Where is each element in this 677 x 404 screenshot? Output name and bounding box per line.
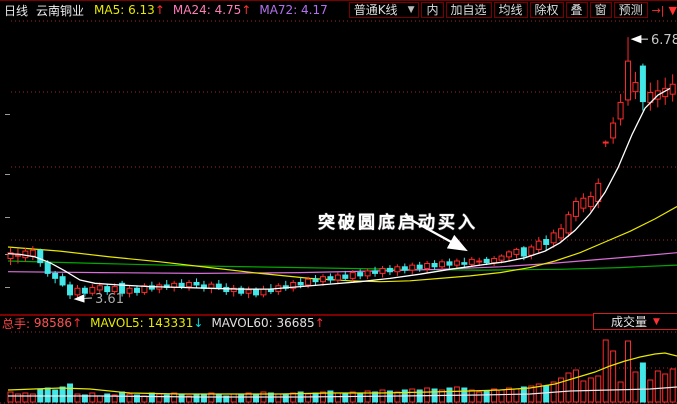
kline-plot[interactable]: 6.78 3.61: [0, 19, 677, 314]
dropdown-icon[interactable]: ▼: [668, 3, 677, 17]
volume-chevron-down-icon: ▼: [653, 316, 660, 327]
mavol60-readout: MAVOL60: 36685: [211, 316, 315, 330]
svg-text:3.61: 3.61: [95, 292, 124, 307]
annotation-text: 突破圆底启动买入: [318, 213, 478, 233]
total-lots-label: 总手:: [2, 316, 31, 331]
axis-tick: [5, 114, 10, 115]
total-lots-value: 98586: [33, 316, 73, 330]
mavol60-up-arrow-icon: ↑: [314, 316, 325, 330]
ma5-up-arrow-icon: ↑: [154, 3, 165, 17]
button-ex-rights[interactable]: 除权: [529, 2, 564, 18]
axis-tick: [5, 217, 10, 218]
goto-end-icon[interactable]: →|: [651, 3, 665, 17]
volume-indicator-select[interactable]: 成交量 ▼: [593, 313, 677, 330]
button-add-watchlist[interactable]: 加自选: [445, 2, 492, 18]
button-window[interactable]: 窗: [589, 2, 612, 18]
mavol5-down-arrow-icon: ↓: [193, 316, 204, 330]
svg-text:6.78: 6.78: [651, 33, 677, 48]
toolbar: 日线 云南铜业 MA5: 6.13 ↑ MA24: 4.75 ↑ MA72: 4…: [0, 0, 677, 20]
panel-divider: [0, 314, 677, 316]
ma24-readout: MA24: 4.75: [172, 3, 242, 17]
volume-indicator-label: 成交量: [611, 315, 648, 329]
ma5-readout: MA5: 6.13: [94, 3, 155, 17]
chevron-down-icon: ▼: [407, 5, 415, 15]
button-inner[interactable]: 内: [421, 2, 444, 18]
kline-type-select[interactable]: 普通K线 ▼: [348, 2, 420, 18]
button-overlay[interactable]: 叠: [565, 2, 588, 18]
total-up-arrow-icon: ↑: [72, 316, 83, 330]
volume-plot[interactable]: [0, 330, 677, 404]
period-label: 日线: [4, 3, 29, 18]
toolbar-right-group: 普通K线 ▼ 内 加自选 均线 除权 叠 窗 预测 →| ▼: [348, 2, 677, 18]
volume-header: 总手: 98586 ↑ MAVOL5: 143331 ↓ MAVOL60: 36…: [0, 316, 677, 331]
axis-tick: [5, 174, 10, 175]
kline-type-value: 普通K线: [353, 3, 398, 17]
volume-chart[interactable]: 股识吧: [0, 330, 677, 404]
ma72-readout: MA72: 4.17: [259, 3, 328, 17]
ma24-up-arrow-icon: ↑: [241, 3, 252, 17]
axis-tick: [5, 287, 10, 288]
stock-name-label: 云南铜业: [36, 3, 85, 18]
button-ma-lines[interactable]: 均线: [493, 2, 528, 18]
button-forecast[interactable]: 预测: [613, 2, 648, 18]
mavol5-readout: MAVOL5: 143331: [90, 316, 194, 330]
main-kline-chart[interactable]: 6.78 3.61 突破圆底启动买入: [0, 19, 677, 314]
